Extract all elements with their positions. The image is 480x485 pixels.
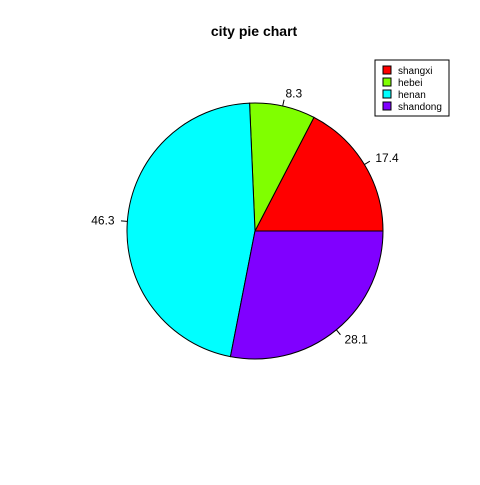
legend-swatch-shangxi <box>383 66 391 74</box>
pie-value-label-henan: 46.3 <box>91 213 115 227</box>
legend-label-hebei: hebei <box>398 78 422 89</box>
legend-label-shangxi: shangxi <box>398 66 432 77</box>
pie-label-tick-shandong <box>336 330 340 335</box>
pie-label-tick-shangxi <box>364 161 369 164</box>
legend-swatch-hebei <box>383 78 391 86</box>
pie-slice-henan <box>127 103 255 357</box>
legend-swatch-shandong <box>383 102 391 110</box>
pie-slices <box>127 103 383 359</box>
chart-title: city pie chart <box>211 23 298 39</box>
pie-value-label-hebei: 8.3 <box>285 87 302 101</box>
pie-value-label-shandong: 28.1 <box>345 333 369 347</box>
legend-label-henan: henan <box>398 90 426 101</box>
legend-swatch-henan <box>383 90 391 98</box>
pie-label-tick-hebei <box>283 100 284 106</box>
legend-label-shandong: shandong <box>398 102 442 113</box>
pie-value-label-shangxi: 17.4 <box>375 151 399 165</box>
